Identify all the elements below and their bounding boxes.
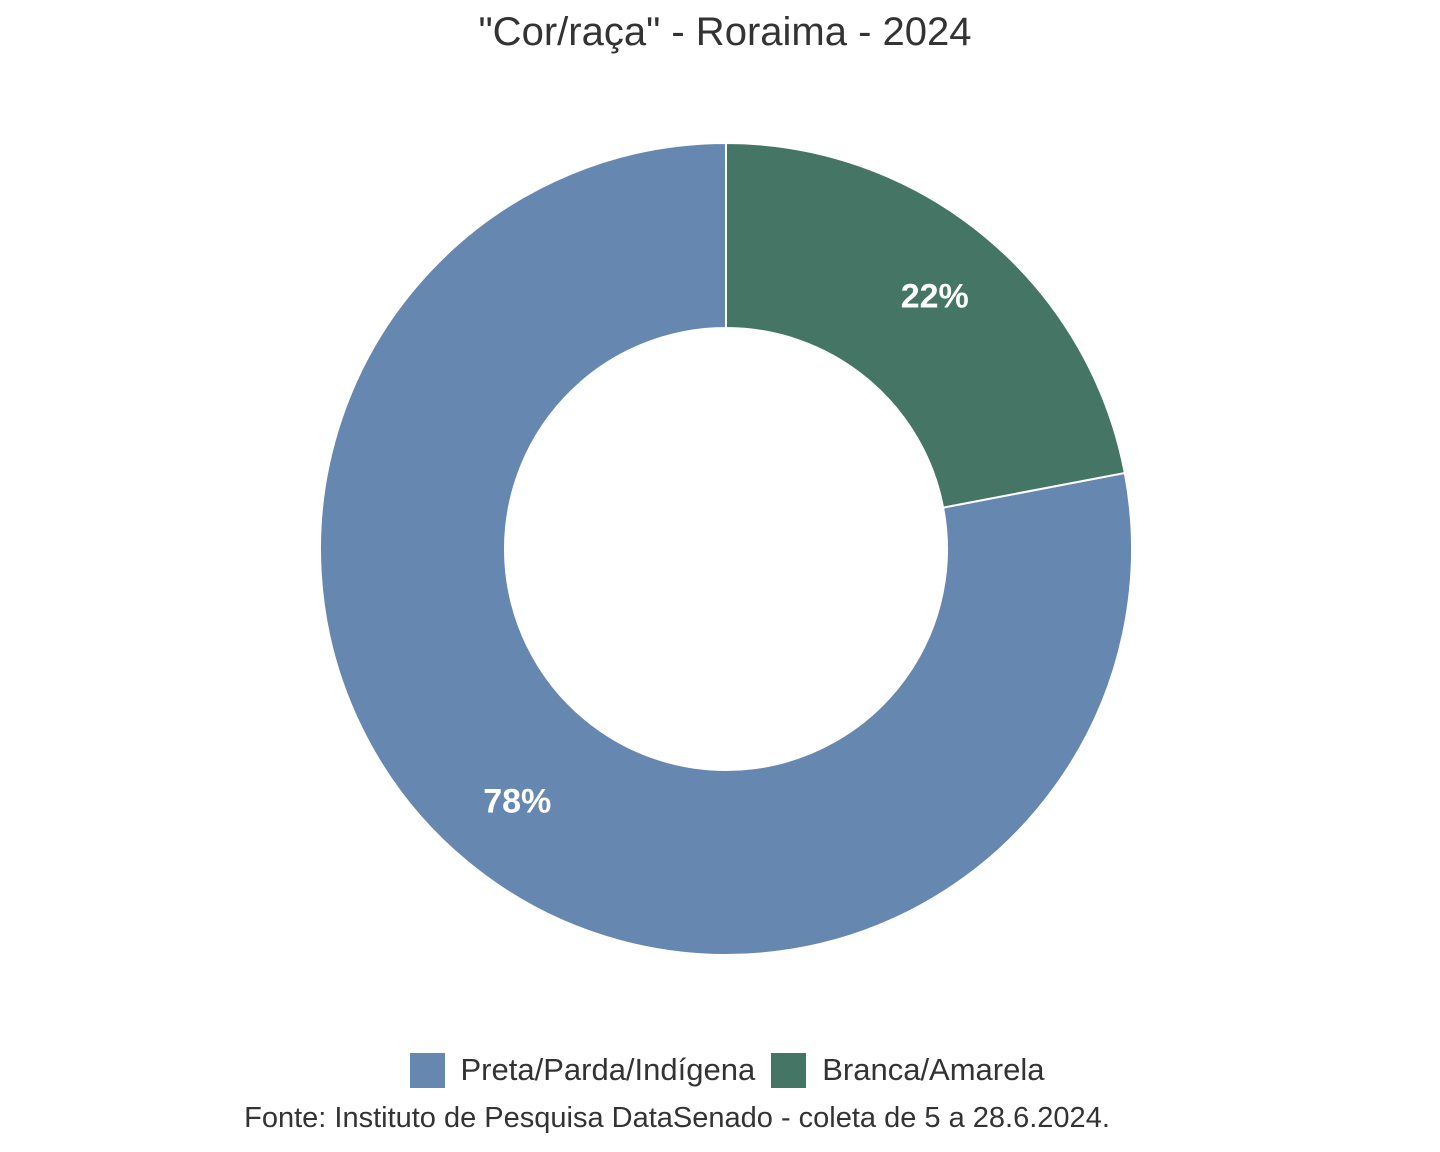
chart-title: "Cor/raça" - Roraima - 2024: [478, 10, 972, 54]
legend-item-preta-parda-indigena: Preta/Parda/Indígena: [409, 1052, 756, 1088]
slice-branca-amarela: [725, 141, 1126, 509]
legend-item-branca-amarela: Branca/Amarela: [771, 1052, 1045, 1088]
donut-slices: [319, 141, 1133, 956]
slice-labels: 78% 22%: [483, 278, 969, 821]
source-note: Fonte: Instituto de Pesquisa DataSenado …: [244, 1102, 1110, 1134]
legend-swatch-preta-parda-indigena: [409, 1052, 445, 1088]
data-label-branca-amarela: 22%: [901, 278, 969, 316]
legend-label-branca-amarela: Branca/Amarela: [822, 1052, 1045, 1087]
legend: Preta/Parda/Indígena Branca/Amarela: [0, 1052, 1440, 1088]
data-label-preta-parda-indigena: 78%: [483, 782, 551, 820]
legend-swatch-branca-amarela: [771, 1052, 807, 1088]
legend-label-preta-parda-indigena: Preta/Parda/Indígena: [460, 1052, 756, 1087]
slice-preta-parda-indigena: [319, 141, 1133, 956]
